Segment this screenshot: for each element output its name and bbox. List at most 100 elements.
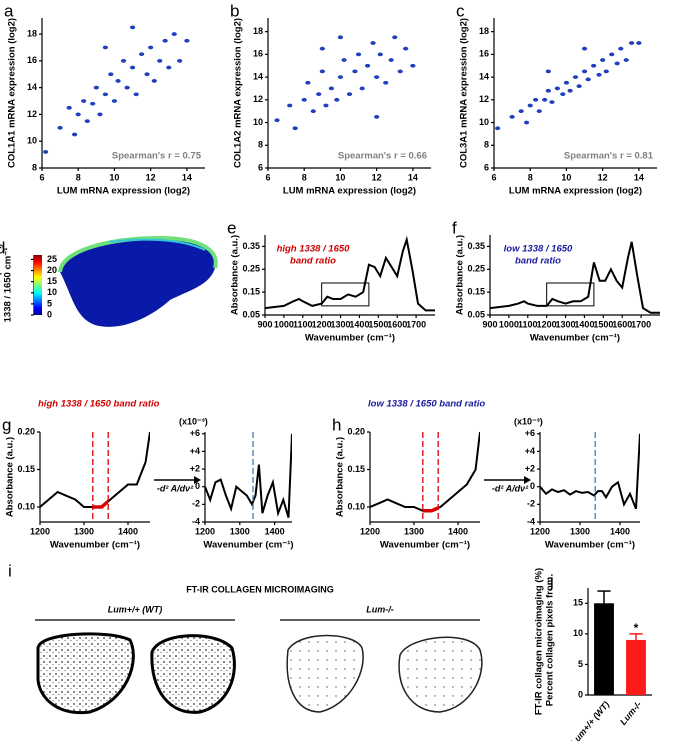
point [316, 92, 322, 97]
y-axis-label: Absorbance (a.u.) [335, 437, 346, 517]
panel-letter: c [456, 1, 465, 20]
point [527, 103, 533, 108]
point [151, 79, 157, 83]
point [576, 84, 582, 89]
y-axis-label: Absorbance (a.u.) [230, 235, 241, 315]
point [377, 52, 383, 57]
annotation: Spearman's r = 0.75 [112, 151, 202, 162]
x-tick-label: 1100 [293, 319, 313, 329]
scale-label: (x10⁻³) [514, 416, 543, 426]
y-axis-label: 1338 / 1650 cm⁻¹ [3, 248, 14, 323]
x-axis-label: LUM mRNA expression (log2) [283, 186, 416, 197]
x-tick-label: 1600 [612, 319, 632, 329]
panel-letter: i [8, 561, 12, 580]
y-tick-label: +2 [190, 463, 200, 473]
y-tick-label: 14 [27, 82, 37, 92]
point [403, 46, 409, 51]
spectrum [40, 431, 150, 508]
point [614, 61, 620, 66]
point [591, 63, 597, 68]
x-tick-label: 1400 [610, 526, 630, 536]
point [124, 85, 130, 90]
micro-image [398, 636, 483, 713]
x-tick-label: 1500 [593, 319, 613, 329]
point [102, 45, 108, 50]
point [171, 32, 177, 36]
x-tick-label: 6 [265, 172, 270, 182]
point [292, 126, 298, 131]
spectrum [370, 431, 480, 512]
point [603, 69, 609, 74]
x-tick-label: 1300 [570, 526, 590, 536]
x-tick-label: 6 [39, 172, 44, 182]
x-axis-label: Wavenumber (cm⁻¹) [305, 333, 395, 344]
point [66, 105, 72, 110]
point [623, 58, 629, 62]
x-tick-label: 1200 [537, 319, 557, 329]
point [305, 80, 311, 85]
scale-label: (x10⁻³) [179, 416, 208, 426]
point [108, 72, 114, 77]
spectrum [205, 433, 292, 518]
x-tick-label: 1500 [368, 319, 388, 329]
panel-letter: e [227, 218, 236, 237]
y-tick-label: -4 [192, 516, 200, 526]
y-tick-label: 6 [484, 162, 489, 172]
point [397, 69, 403, 74]
x-tick-label: 14 [182, 172, 192, 182]
point [383, 80, 389, 85]
point [129, 65, 136, 70]
point [184, 38, 190, 43]
tissue-map [60, 238, 216, 327]
x-tick-label: 1700 [406, 319, 426, 329]
x-tick-label: 900 [257, 319, 272, 329]
spectrum-highlight [92, 499, 109, 509]
highlight-box [546, 282, 595, 307]
point [554, 86, 560, 91]
point [365, 63, 371, 68]
x-tick-label: 10 [335, 172, 345, 182]
x-tick-label: 1300 [230, 526, 250, 536]
point [177, 58, 183, 63]
x-tick-label: 10 [561, 172, 571, 182]
x-tick-label: 1400 [574, 319, 594, 329]
point [388, 58, 394, 62]
point [374, 114, 380, 119]
point [157, 58, 163, 63]
point [585, 77, 591, 82]
x-tick-label: 12 [372, 172, 382, 182]
y-tick-label: 5 [578, 659, 583, 669]
point [533, 97, 539, 102]
group-label: Lum+/+ (WT) [108, 604, 163, 614]
point [370, 41, 376, 45]
x-tick-label: 14 [634, 172, 644, 182]
x-tick-label: 8 [302, 172, 307, 182]
panel-letter: f [452, 218, 457, 237]
micro-image [36, 632, 135, 715]
micro-image [286, 634, 364, 713]
bar [594, 603, 614, 695]
point [392, 35, 398, 40]
x-tick-label: 1200 [530, 526, 550, 536]
y-tick-label: -4 [527, 516, 535, 526]
x-axis-label: Wavenumber (cm⁻¹) [380, 540, 470, 551]
x-axis-label: LUM mRNA expression (log2) [57, 186, 190, 197]
y-tick-label: 0.15 [17, 464, 35, 474]
annotation: band ratio [290, 256, 336, 267]
arrow-head [194, 476, 201, 484]
point [102, 92, 108, 97]
x-axis-label: Wavenumber (cm⁻¹) [50, 540, 140, 551]
spectrum [265, 235, 435, 312]
point [81, 99, 87, 103]
annotation: Spearman's r = 0.66 [338, 151, 427, 162]
y-axis-label: FT-IR collagen microimaging (%) [534, 568, 545, 715]
y-tick-label: +6 [190, 428, 200, 438]
x-tick-label: 1000 [274, 319, 294, 329]
point [495, 126, 501, 131]
point [115, 79, 121, 83]
point [111, 99, 118, 103]
y-tick-label: 12 [27, 109, 37, 119]
point [72, 132, 78, 137]
x-tick-label: 10 [109, 172, 119, 182]
